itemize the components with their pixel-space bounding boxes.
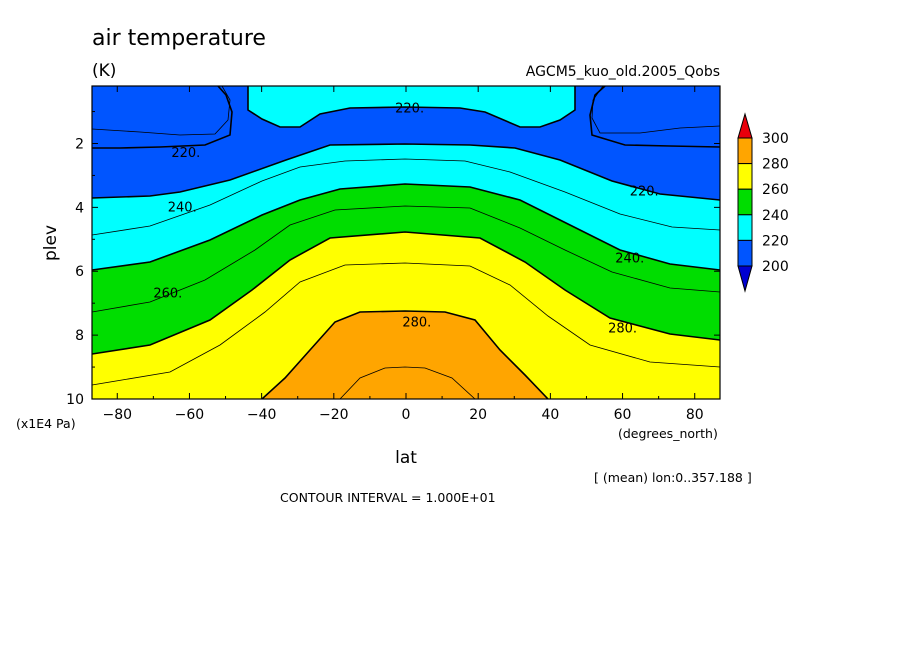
- y-tick-label: 4: [75, 200, 84, 216]
- y-axis-units: (x1E4 Pa): [16, 416, 76, 431]
- colorbar-swatch: [737, 188, 753, 216]
- contour-210-south: [92, 86, 231, 136]
- plot-area: 220. 220. 220. 240. 240. 260. 280. 280.: [92, 86, 720, 399]
- chart-units: (K): [92, 61, 116, 81]
- contour-label: 220.: [630, 184, 659, 199]
- colorbar-label: 260: [762, 182, 789, 198]
- contour-label: 220.: [395, 101, 424, 116]
- contour-label: 240.: [615, 251, 644, 266]
- contour-230: [92, 158, 720, 236]
- x-tick-label: −80: [102, 407, 132, 423]
- contour-250: [92, 205, 720, 313]
- colorbar-label: 300: [762, 131, 789, 147]
- colorbar: 300 280 260 240 220 200: [737, 112, 789, 293]
- contour-200-south: [92, 86, 233, 149]
- band-240: [92, 184, 720, 354]
- y-tick-label: 2: [75, 136, 84, 152]
- contour-220: [92, 143, 720, 201]
- x-tick-label: 80: [686, 407, 704, 423]
- x-axis: −80 −60 −40 −20 0 20 40 60 80: [102, 86, 704, 423]
- x-tick-label: −60: [175, 407, 205, 423]
- contour-240: [92, 183, 720, 271]
- colorbar-label: 240: [762, 208, 789, 224]
- band-280: [262, 311, 548, 399]
- contour-220-cap: [247, 86, 576, 128]
- chart-title: air temperature: [92, 26, 266, 51]
- colorbar-swatch: [737, 214, 753, 241]
- y-tick-label: 8: [75, 328, 84, 344]
- band-220: [92, 144, 720, 270]
- colorbar-swatch: [737, 239, 753, 267]
- contour-270: [92, 262, 720, 386]
- x-tick-label: −20: [319, 407, 349, 423]
- y-axis-label: plev: [41, 225, 61, 261]
- x-axis-label: lat: [395, 448, 417, 468]
- contour-290: [339, 366, 476, 399]
- contour-label: 240.: [168, 200, 197, 215]
- colorbar-swatch: [737, 137, 753, 165]
- colorbar-label: 200: [762, 259, 789, 275]
- contour-label: 260.: [153, 287, 182, 302]
- contour-280: [261, 310, 549, 399]
- x-tick-label: −40: [247, 407, 277, 423]
- contour-interval-note: CONTOUR INTERVAL = 1.000E+01: [280, 490, 496, 505]
- colorbar-over-triangle: [737, 112, 753, 139]
- chart-subtitle: AGCM5_kuo_old.2005_Qobs: [526, 64, 720, 80]
- x-axis-units: (degrees_north): [618, 426, 718, 441]
- contour-label: 280.: [608, 322, 637, 337]
- x-tick-label: 60: [614, 407, 632, 423]
- band-below-200-north: [590, 86, 720, 147]
- colorbar-label: 220: [762, 233, 789, 249]
- x-tick-label: 20: [469, 407, 487, 423]
- y-tick-label: 10: [66, 392, 84, 408]
- colorbar-label: 280: [762, 157, 789, 173]
- x-tick-label: 40: [541, 407, 559, 423]
- mean-region-note: [ (mean) lon:0..357.188 ]: [594, 470, 752, 485]
- y-tick-label: 6: [75, 264, 84, 280]
- contour-200-north: [589, 86, 720, 148]
- contour-260: [92, 231, 720, 355]
- contour-label: 220.: [171, 146, 200, 161]
- contour-label: 280.: [402, 315, 431, 330]
- colorbar-under-triangle: [737, 265, 753, 293]
- band-below-200-south: [92, 86, 232, 148]
- x-tick-label: 0: [402, 407, 411, 423]
- colorbar-swatch: [737, 163, 753, 190]
- y-axis: 2 4 6 8 10: [66, 111, 720, 408]
